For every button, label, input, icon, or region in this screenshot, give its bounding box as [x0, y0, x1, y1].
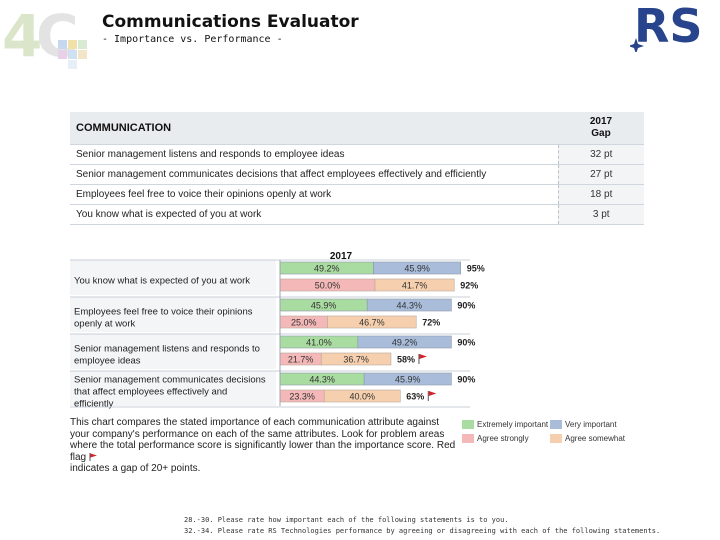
importance-total-label: 90%	[457, 375, 475, 385]
category-label-bg	[70, 260, 276, 295]
bar-value-label: 41.7%	[402, 281, 428, 291]
rs-logo: RS	[630, 0, 703, 52]
bar-value-label: 23.3%	[289, 392, 315, 402]
row-gap: 27 pt	[557, 164, 644, 185]
row-label: Senior management communicates decisions…	[70, 164, 558, 185]
legend-item-agree-strongly: Agree strongly	[462, 434, 529, 443]
row-label: You know what is expected of you at work	[70, 204, 558, 225]
table-header-gap-label: Gap	[591, 127, 611, 139]
bar-value-label: 44.3%	[397, 301, 423, 311]
legend-label: Extremely important	[477, 420, 549, 429]
svg-text:4: 4	[2, 2, 42, 70]
table-row: Senior management communicates decisions…	[70, 164, 644, 185]
category-label: openly at work	[74, 319, 136, 330]
explanation-text-end: indicates a gap of 20+ points.	[70, 463, 201, 475]
chart-explanation: This chart compares the stated importanc…	[70, 417, 458, 475]
importance-total-label: 90%	[457, 338, 475, 348]
performance-total-label: 92%	[460, 281, 478, 291]
performance-total-label: 63%	[406, 392, 424, 402]
category-label: Senior management listens and responds t…	[74, 344, 260, 355]
legend-swatch	[550, 434, 562, 443]
page-title: Communications Evaluator	[102, 12, 359, 32]
explanation-text: This chart compares the stated importanc…	[70, 417, 456, 463]
bar-very-important	[363, 372, 452, 386]
table-row: Senior management listens and responds t…	[70, 144, 644, 165]
legend-label: Agree strongly	[477, 434, 529, 443]
bar-value-label: 49.2%	[314, 264, 340, 274]
footnote-importance: 28.-30. Please rate how important each o…	[184, 516, 509, 524]
legend-item-agree-somewhat: Agree somewhat	[550, 434, 625, 443]
bar-value-label: 49.2%	[392, 338, 418, 348]
bar-value-label: 40.0%	[350, 392, 376, 402]
bar-value-label: 44.3%	[309, 375, 335, 385]
svg-text:RS: RS	[634, 0, 703, 52]
bar-value-label: 25.0%	[291, 318, 317, 328]
legend-swatch	[462, 434, 474, 443]
table-row: You know what is expected of you at work…	[70, 204, 644, 225]
red-flag-icon	[89, 453, 97, 462]
row-gap: 3 pt	[557, 204, 644, 225]
legend-item-very-important: Very important	[550, 420, 617, 429]
bar-value-label: 45.9%	[395, 375, 421, 385]
bar-value-label: 21.7%	[288, 355, 314, 365]
page-subtitle: - Importance vs. Performance -	[102, 34, 283, 45]
bar-agree-somewhat	[374, 278, 455, 292]
red-flag-icon	[419, 354, 427, 359]
table-header-year: 2017	[589, 115, 613, 127]
table-header-communication: COMMUNICATION	[70, 112, 558, 145]
communication-gap-table: COMMUNICATION 2017 Gap Senior management…	[70, 112, 644, 225]
category-label-bg	[70, 334, 276, 369]
performance-total-label: 72%	[422, 318, 440, 328]
4c-logo: 4 C	[2, 2, 87, 70]
legend-swatch	[550, 420, 562, 429]
chart-title: 2017	[330, 251, 353, 262]
legend-swatch	[462, 420, 474, 429]
legend-label: Agree somewhat	[565, 434, 626, 443]
legend-item-extremely-important: Extremely important	[462, 420, 548, 429]
legend-label: Very important	[565, 420, 617, 429]
importance-total-label: 90%	[457, 301, 475, 311]
table-header-gap: 2017 Gap	[558, 112, 644, 145]
row-label: Senior management listens and responds t…	[70, 144, 558, 165]
category-label-bg	[70, 371, 276, 406]
category-label: You know what is expected of you at work	[74, 276, 250, 287]
category-label: employee ideas	[74, 356, 141, 367]
performance-total-label: 58%	[397, 355, 415, 365]
table-header-row: COMMUNICATION 2017 Gap	[70, 112, 644, 145]
bar-agree-somewhat	[323, 389, 401, 403]
row-label: Employees feel free to voice their opini…	[70, 184, 558, 205]
importance-total-label: 95%	[467, 264, 485, 274]
bar-value-label: 45.9%	[311, 301, 337, 311]
bar-value-label: 50.0%	[315, 281, 341, 291]
row-gap: 32 pt	[557, 144, 644, 165]
bar-agree-somewhat	[320, 352, 392, 366]
category-label: efficiently	[74, 399, 114, 410]
category-label: Employees feel free to voice their opini…	[74, 307, 253, 318]
bar-value-label: 36.7%	[343, 355, 369, 365]
bar-very-important	[373, 261, 461, 275]
red-flag-icon	[428, 391, 437, 396]
bar-value-label: 46.7%	[359, 318, 385, 328]
bar-value-label: 41.0%	[306, 338, 332, 348]
bar-value-label: 45.9%	[404, 264, 430, 274]
category-label: that affect employees effectively and	[74, 387, 227, 398]
table-row: Employees feel free to voice their opini…	[70, 184, 644, 205]
category-label: Senior management communicates decisions	[74, 375, 266, 386]
footnote-performance: 32.-34. Please rate RS Technologies perf…	[184, 527, 661, 535]
bar-very-important	[366, 298, 452, 312]
bar-agree-somewhat	[327, 315, 417, 329]
bar-very-important	[357, 335, 452, 349]
row-gap: 18 pt	[557, 184, 644, 205]
category-label-bg	[70, 297, 276, 332]
